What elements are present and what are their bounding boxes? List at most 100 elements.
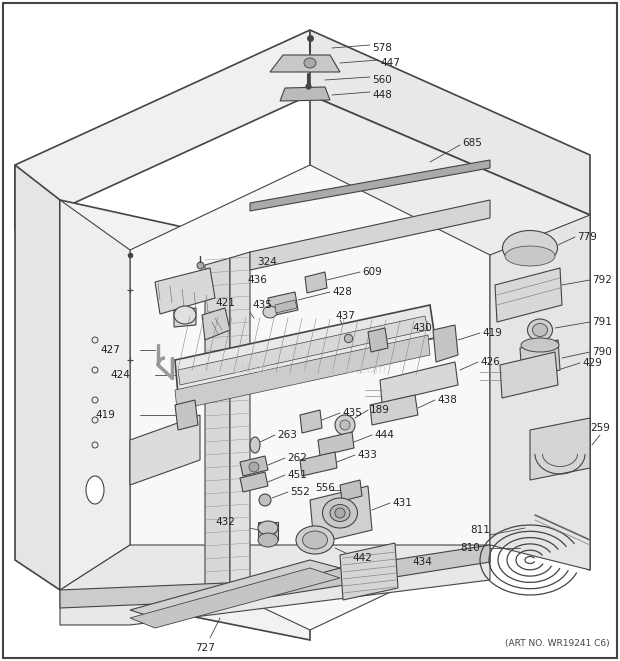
Ellipse shape xyxy=(330,504,350,522)
Polygon shape xyxy=(340,480,362,501)
Polygon shape xyxy=(300,452,337,476)
Text: 685: 685 xyxy=(462,138,482,148)
Polygon shape xyxy=(310,95,590,570)
Text: 552: 552 xyxy=(290,487,310,497)
Polygon shape xyxy=(275,300,297,313)
Polygon shape xyxy=(340,543,398,600)
Polygon shape xyxy=(60,200,130,590)
Text: 609: 609 xyxy=(362,267,382,277)
Circle shape xyxy=(249,462,259,472)
Text: 427: 427 xyxy=(100,345,120,355)
Ellipse shape xyxy=(322,498,358,528)
Text: 428: 428 xyxy=(332,287,352,297)
Circle shape xyxy=(259,494,271,506)
Text: 438: 438 xyxy=(437,395,457,405)
Text: (ART NO. WR19241 C6): (ART NO. WR19241 C6) xyxy=(505,639,610,648)
Ellipse shape xyxy=(250,437,260,453)
Polygon shape xyxy=(130,415,200,485)
Text: 189: 189 xyxy=(370,405,390,415)
Text: 437: 437 xyxy=(335,311,355,321)
Text: 430: 430 xyxy=(412,323,432,333)
Polygon shape xyxy=(258,522,278,540)
Text: 448: 448 xyxy=(372,90,392,100)
Polygon shape xyxy=(130,568,340,628)
Text: 435: 435 xyxy=(252,300,272,310)
Ellipse shape xyxy=(304,58,316,68)
Polygon shape xyxy=(520,340,560,378)
Text: 451: 451 xyxy=(287,470,307,480)
Polygon shape xyxy=(305,272,327,293)
Polygon shape xyxy=(310,30,590,215)
Polygon shape xyxy=(15,30,310,230)
Polygon shape xyxy=(175,335,430,410)
Text: 444: 444 xyxy=(374,430,394,440)
Polygon shape xyxy=(433,325,458,362)
Polygon shape xyxy=(368,328,388,352)
Text: 811: 811 xyxy=(470,525,490,535)
Circle shape xyxy=(335,508,345,518)
Circle shape xyxy=(340,420,350,430)
Polygon shape xyxy=(205,258,230,598)
Text: 432: 432 xyxy=(215,517,235,527)
Polygon shape xyxy=(240,472,268,492)
Text: 578: 578 xyxy=(372,43,392,53)
Ellipse shape xyxy=(303,531,327,549)
Polygon shape xyxy=(130,560,340,618)
Ellipse shape xyxy=(505,246,555,266)
Polygon shape xyxy=(174,308,196,327)
Polygon shape xyxy=(175,305,435,395)
Text: 259: 259 xyxy=(590,423,610,433)
Polygon shape xyxy=(490,215,590,570)
Polygon shape xyxy=(178,316,428,385)
Text: 779: 779 xyxy=(577,232,597,242)
Circle shape xyxy=(335,415,355,435)
Text: 727: 727 xyxy=(195,643,215,653)
Text: 426: 426 xyxy=(480,357,500,367)
Polygon shape xyxy=(15,165,60,590)
Text: 419: 419 xyxy=(95,410,115,420)
Ellipse shape xyxy=(502,231,557,266)
Text: 810: 810 xyxy=(460,543,480,553)
Text: eReplacementParts.com: eReplacementParts.com xyxy=(233,364,387,377)
Polygon shape xyxy=(495,268,562,322)
Polygon shape xyxy=(500,352,558,398)
Polygon shape xyxy=(202,308,230,340)
Text: 431: 431 xyxy=(392,498,412,508)
Polygon shape xyxy=(240,456,268,476)
Polygon shape xyxy=(370,395,418,425)
Text: 324: 324 xyxy=(257,257,277,267)
Text: 421: 421 xyxy=(215,298,235,308)
Polygon shape xyxy=(175,400,198,430)
Polygon shape xyxy=(280,87,330,101)
Polygon shape xyxy=(310,486,372,544)
Polygon shape xyxy=(60,545,490,625)
Polygon shape xyxy=(300,410,322,433)
Text: 556: 556 xyxy=(315,483,335,493)
Text: 790: 790 xyxy=(592,347,612,357)
Polygon shape xyxy=(155,268,215,314)
Ellipse shape xyxy=(174,306,196,324)
Text: 424: 424 xyxy=(110,370,130,380)
Text: 447: 447 xyxy=(380,58,400,68)
Ellipse shape xyxy=(533,323,547,336)
Ellipse shape xyxy=(263,306,277,318)
Text: 560: 560 xyxy=(372,75,392,85)
Polygon shape xyxy=(380,362,458,403)
Text: 442: 442 xyxy=(352,553,372,563)
Polygon shape xyxy=(530,418,590,480)
Ellipse shape xyxy=(86,476,104,504)
Text: 433: 433 xyxy=(357,450,377,460)
Text: 435: 435 xyxy=(342,408,362,418)
Polygon shape xyxy=(268,292,298,316)
Ellipse shape xyxy=(528,319,552,341)
Polygon shape xyxy=(270,55,340,72)
Text: 263: 263 xyxy=(277,430,297,440)
Polygon shape xyxy=(60,200,310,640)
Ellipse shape xyxy=(296,526,334,554)
Text: 792: 792 xyxy=(592,275,612,285)
Text: 429: 429 xyxy=(582,358,602,368)
Polygon shape xyxy=(130,165,490,630)
Polygon shape xyxy=(250,200,490,270)
Polygon shape xyxy=(230,252,250,590)
Text: 436: 436 xyxy=(247,275,267,285)
